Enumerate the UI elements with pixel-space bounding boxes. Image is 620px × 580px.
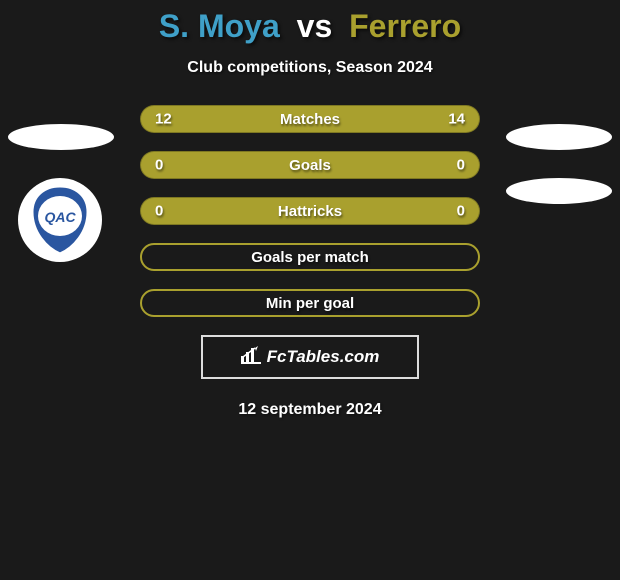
stat-value-right: 14 (448, 111, 465, 128)
stat-row: Goals per match (140, 243, 480, 271)
club-badge-svg: QAC (18, 178, 102, 262)
stats-block: 12 Matches 14 0 Goals 0 0 Hattricks 0 Goals per m… (140, 105, 480, 317)
vs-label: vs (297, 8, 333, 44)
stat-label: Hattricks (278, 203, 342, 220)
stat-label: Goals per match (251, 249, 369, 266)
player1-name: S. Moya (159, 8, 280, 44)
stat-value-right: 0 (457, 203, 465, 220)
player2-name: Ferrero (349, 8, 461, 44)
stat-value-left: 12 (155, 111, 172, 128)
club-badge: QAC (18, 178, 102, 262)
stat-row: 12 Matches 14 (140, 105, 480, 133)
branding-text: FcTables.com (267, 347, 380, 367)
subtitle: Club competitions, Season 2024 (0, 59, 620, 77)
stat-value-left: 0 (155, 157, 163, 174)
stat-label: Matches (280, 111, 340, 128)
stat-row: Min per goal (140, 289, 480, 317)
branding-box: FcTables.com (201, 335, 419, 379)
slot-ellipse-right-mid (506, 178, 612, 204)
page-title: S. Moya vs Ferrero (0, 8, 620, 45)
root: S. Moya vs Ferrero Club competitions, Se… (0, 0, 620, 580)
stat-row: 0 Goals 0 (140, 151, 480, 179)
slot-ellipse-left (8, 124, 114, 150)
slot-ellipse-right-top (506, 124, 612, 150)
stat-value-right: 0 (457, 157, 465, 174)
stat-row: 0 Hattricks 0 (140, 197, 480, 225)
stat-label: Goals (289, 157, 331, 174)
stat-value-left: 0 (155, 203, 163, 220)
header: S. Moya vs Ferrero Club competitions, Se… (0, 0, 620, 77)
bar-chart-icon (241, 346, 261, 369)
footer-date: 12 september 2024 (0, 401, 620, 419)
stat-label: Min per goal (266, 295, 354, 312)
badge-letters: QAC (44, 209, 76, 225)
